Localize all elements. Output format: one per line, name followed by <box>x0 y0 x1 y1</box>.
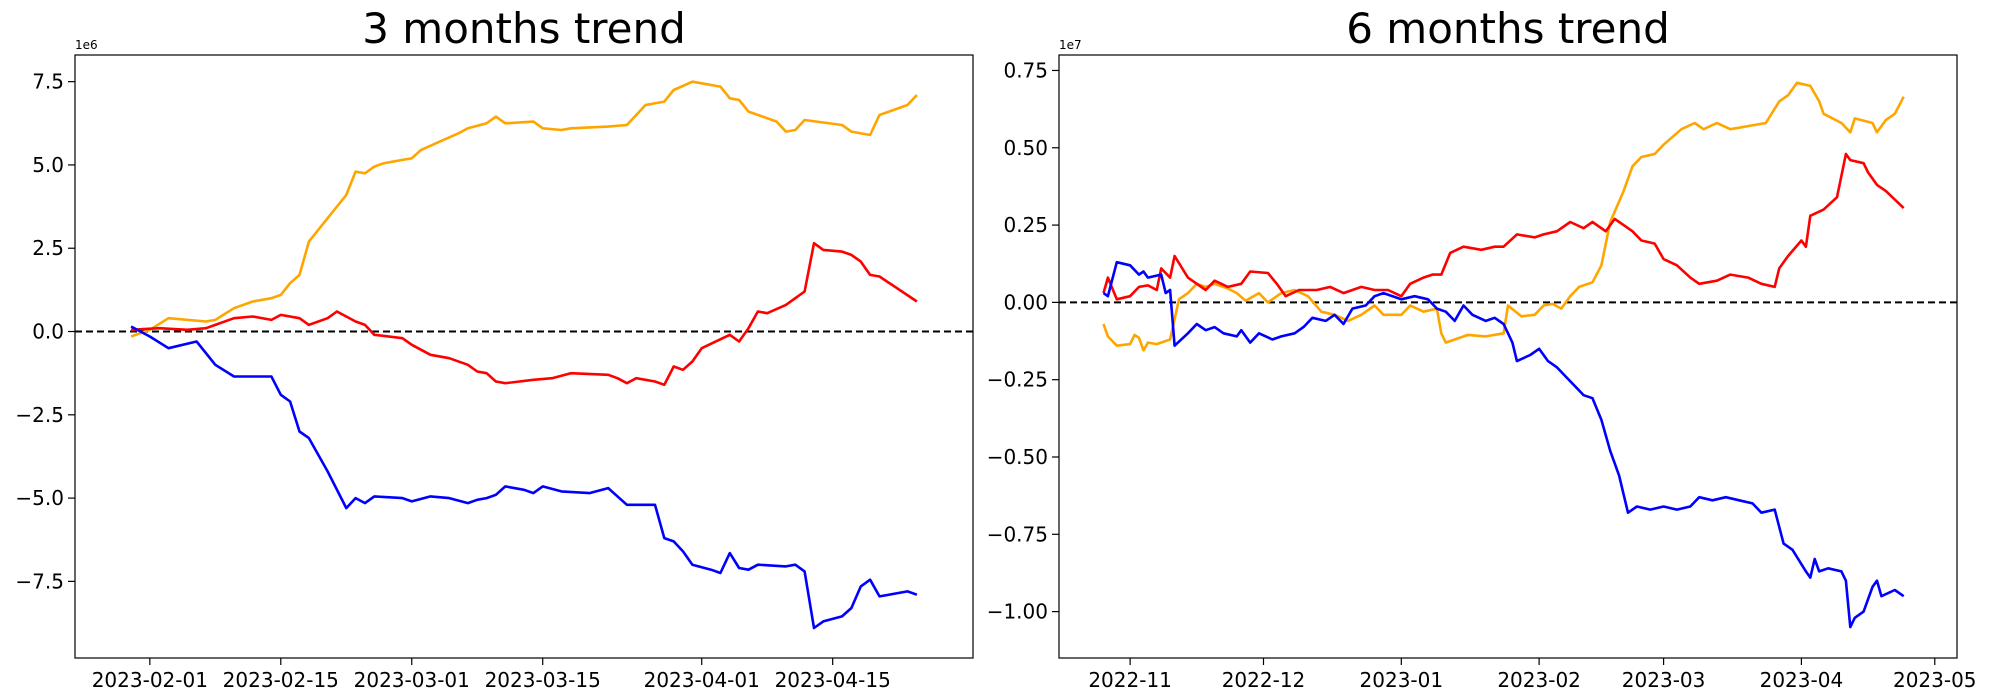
x-tick-label: 2023-03-15 <box>485 668 601 692</box>
y-tick-label: −5.0 <box>15 486 64 510</box>
chart-title: 3 months trend <box>362 4 686 53</box>
x-tick-label: 2022-12 <box>1222 668 1306 692</box>
y-tick-label: 0.25 <box>1003 213 1048 237</box>
y-tick-label: −0.50 <box>987 445 1048 469</box>
y-tick-label: 5.0 <box>32 153 64 177</box>
series-line-2 <box>1102 260 1905 629</box>
chart-panel-6-months: 6 months trend 1e7 −1.00 −0.75 −0.50 −0.25 0.0… <box>987 4 1977 692</box>
series-line-1 <box>131 241 918 387</box>
x-tick-label: 2023-02 <box>1497 668 1581 692</box>
series-line-0 <box>130 80 918 338</box>
y-tick-label: −1.00 <box>987 600 1048 624</box>
y-tick-label: 0.50 <box>1003 136 1048 160</box>
plot-frame <box>1058 54 1958 659</box>
y-tick-label: −0.25 <box>987 368 1048 392</box>
series-line-0 <box>1102 81 1905 352</box>
chart-title: 6 months trend <box>1346 4 1670 53</box>
x-tick-label: 2023-02-01 <box>92 668 208 692</box>
y-axis-offset-label: 1e6 <box>75 38 98 52</box>
x-tick-label: 2023-02-15 <box>223 668 339 692</box>
x-tick-label: 2023-03 <box>1622 668 1706 692</box>
x-tick-label: 2023-04 <box>1760 668 1844 692</box>
y-axis-offset-label: 1e7 <box>1059 38 1082 52</box>
x-tick-label: 2023-04-01 <box>644 668 760 692</box>
series-line-2 <box>130 325 918 630</box>
x-tick-label: 2022-11 <box>1088 668 1172 692</box>
series-line-1 <box>1102 152 1905 301</box>
y-tick-label: −0.75 <box>987 522 1048 546</box>
y-tick-label: 0.0 <box>32 320 64 344</box>
plot-frame <box>74 54 974 659</box>
chart-panel-3-months: 3 months trend 1e6 −7.5 −5.0 −2.5 0.0 2.5 5.0 7.… <box>15 4 974 692</box>
x-tick-label: 2023-01 <box>1360 668 1444 692</box>
y-tick-label: 0.75 <box>1003 58 1048 82</box>
y-tick-label: 7.5 <box>32 70 64 94</box>
y-tick-label: 0.00 <box>1003 290 1048 314</box>
x-tick-label: 2023-05 <box>1893 668 1977 692</box>
y-tick-label: −2.5 <box>15 403 64 427</box>
y-tick-label: 2.5 <box>32 236 64 260</box>
y-tick-label: −7.5 <box>15 569 64 593</box>
x-tick-label: 2023-03-01 <box>354 668 470 692</box>
x-tick-label: 2023-04-15 <box>775 668 891 692</box>
